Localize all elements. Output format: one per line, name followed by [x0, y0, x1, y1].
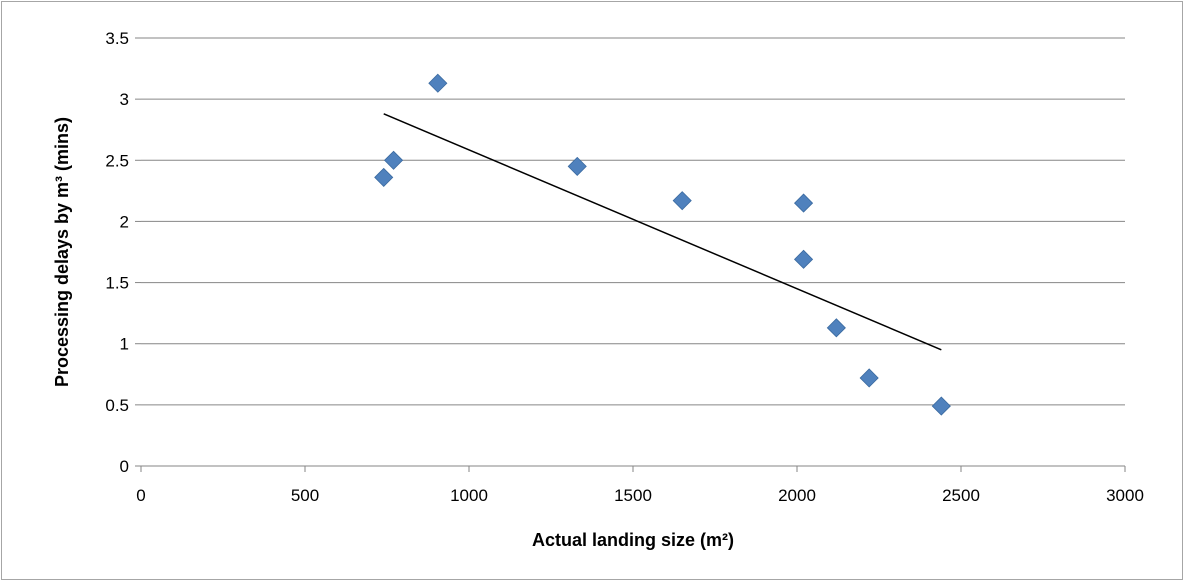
trendline — [383, 113, 942, 351]
data-point — [793, 193, 814, 213]
y-tick-label: 1.5 — [105, 274, 129, 293]
y-axis-title: Processing delays by m³ (mins) — [52, 117, 72, 387]
x-tick-label: 2000 — [778, 486, 816, 505]
data-point — [383, 150, 404, 170]
data-point — [931, 396, 951, 416]
y-tick-label: 3.5 — [105, 29, 129, 48]
data-point — [374, 167, 394, 187]
data-point — [672, 191, 692, 211]
x-tick-label: 1500 — [614, 486, 652, 505]
y-tick-label: 2.5 — [105, 151, 129, 170]
y-tick-label: 2 — [120, 212, 129, 231]
data-point — [826, 318, 846, 338]
x-tick-label: 1000 — [450, 486, 488, 505]
y-tick-label: 3 — [120, 90, 129, 109]
x-axis-title: Actual landing size (m²) — [532, 530, 734, 550]
x-tick-label: 2500 — [942, 486, 980, 505]
x-tick-label: 0 — [136, 486, 145, 505]
data-point — [428, 73, 448, 93]
gridlines — [141, 37, 1125, 406]
y-axis-ticks: 0 0.5 1 1.5 2 2.5 3 3.5 — [105, 29, 141, 476]
y-tick-label: 0 — [120, 457, 129, 476]
x-tick-label: 3000 — [1106, 486, 1144, 505]
y-tick-label: 1 — [120, 335, 129, 354]
data-points — [374, 73, 951, 416]
data-point — [793, 249, 814, 269]
x-axis-ticks: 0 500 1000 1500 2000 2500 3000 — [136, 466, 1144, 505]
x-tick-label: 500 — [291, 486, 319, 505]
data-point — [859, 368, 879, 388]
y-tick-label: 0.5 — [105, 396, 129, 415]
data-point — [567, 156, 587, 176]
